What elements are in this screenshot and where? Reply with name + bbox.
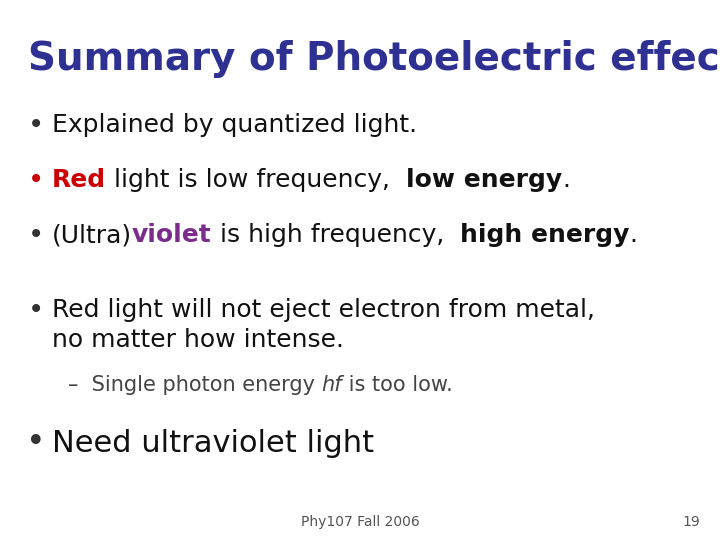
Text: Summary of Photoelectric effect: Summary of Photoelectric effect xyxy=(28,40,720,78)
Text: –  Single photon energy: – Single photon energy xyxy=(68,375,322,395)
Text: high energy: high energy xyxy=(460,223,629,247)
Text: is too low.: is too low. xyxy=(342,375,453,395)
Text: Red: Red xyxy=(52,168,106,192)
Text: light is low frequency,: light is low frequency, xyxy=(106,168,406,192)
Text: •: • xyxy=(26,427,46,460)
Text: .: . xyxy=(562,168,570,192)
Text: •: • xyxy=(28,296,44,324)
Text: no matter how intense.: no matter how intense. xyxy=(52,328,344,352)
Text: hf: hf xyxy=(322,375,342,395)
Text: (Ultra): (Ultra) xyxy=(52,223,132,247)
Text: •: • xyxy=(28,166,44,194)
Text: 19: 19 xyxy=(683,515,700,529)
Text: low energy: low energy xyxy=(406,168,562,192)
Text: .: . xyxy=(629,223,638,247)
Text: Need ultraviolet light: Need ultraviolet light xyxy=(52,429,374,457)
Text: Explained by quantized light.: Explained by quantized light. xyxy=(52,113,417,137)
Text: •: • xyxy=(28,221,44,249)
Text: is high frequency,: is high frequency, xyxy=(212,223,460,247)
Text: violet: violet xyxy=(132,223,212,247)
Text: •: • xyxy=(28,111,44,139)
Text: Phy107 Fall 2006: Phy107 Fall 2006 xyxy=(301,515,419,529)
Text: Red light will not eject electron from metal,: Red light will not eject electron from m… xyxy=(52,298,595,322)
